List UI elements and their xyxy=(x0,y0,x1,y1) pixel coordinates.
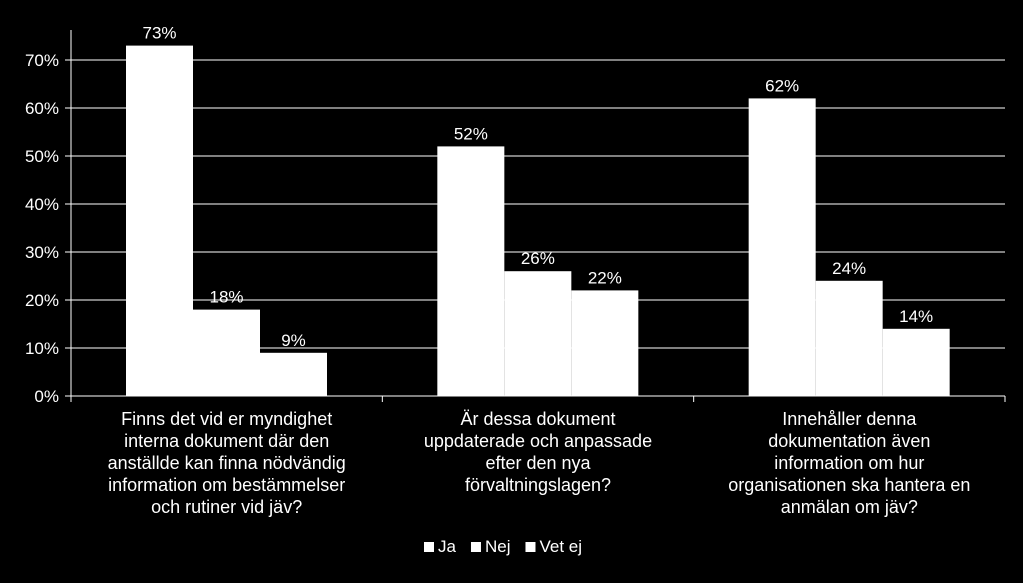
category-label: Innehåller denna dokumentation även inform… xyxy=(728,409,970,517)
legend-label: Ja xyxy=(438,537,457,556)
category-label-line: information om bestämmelser xyxy=(108,475,345,495)
bar-nej xyxy=(815,280,883,396)
y-tick-label: 10% xyxy=(25,339,59,358)
data-label: 22% xyxy=(588,268,622,287)
bar-ja xyxy=(437,146,505,396)
data-label: 26% xyxy=(521,249,555,268)
data-labels: 73% 52% 62% 18% 26% 24% 9% 22% 14% xyxy=(142,24,933,350)
axes: 0% 10% 20% 30% 40% 50% 60% 70% xyxy=(25,30,1006,406)
category-label-line: Är dessa dokument xyxy=(460,409,615,429)
bar-vet-ej xyxy=(571,290,639,396)
bars xyxy=(126,45,950,397)
data-label: 18% xyxy=(209,288,243,307)
category-label-line: dokumentation även xyxy=(768,431,930,451)
y-tick-label: 30% xyxy=(25,243,59,262)
legend-swatch xyxy=(424,542,434,552)
category-label-line: organisationen ska hantera en xyxy=(728,475,970,495)
legend-label: Nej xyxy=(485,537,511,556)
category-label: Finns det vid er myndighet interna dokume… xyxy=(108,409,346,517)
bar-ja xyxy=(126,45,193,396)
category-label-line: Finns det vid er myndighet xyxy=(121,409,332,429)
data-label: 52% xyxy=(454,124,488,143)
category-label-line: anställde kan finna nödvändig xyxy=(108,453,346,473)
y-tick-label: 20% xyxy=(25,291,59,310)
legend-swatch xyxy=(525,542,536,552)
data-label: 62% xyxy=(765,76,799,95)
category-label-line: interna dokument där den xyxy=(124,431,329,451)
y-tick-label: 70% xyxy=(25,51,59,70)
gridlines xyxy=(71,59,1005,349)
bar-vet-ej xyxy=(882,328,950,396)
category-label-line: information om hur xyxy=(774,453,924,473)
category-label-line: anmälan om jäv? xyxy=(781,497,918,517)
data-label: 73% xyxy=(142,24,176,43)
category-label-line: efter den nya xyxy=(485,453,591,473)
category-label-line: Innehåller denna xyxy=(782,409,917,429)
category-label-line: och rutiner vid jäv? xyxy=(151,497,302,517)
legend: Ja Nej Vet ej xyxy=(424,537,582,556)
category-labels: Finns det vid er myndighet interna dokume… xyxy=(108,409,971,517)
bar-nej xyxy=(193,309,260,396)
bar-vet-ej xyxy=(260,352,327,396)
category-label: Är dessa dokument uppdaterade och anpassa… xyxy=(424,409,652,495)
y-tick-label: 50% xyxy=(25,147,59,166)
bar-ja xyxy=(748,98,816,397)
data-label: 14% xyxy=(899,307,933,326)
data-label: 24% xyxy=(832,259,866,278)
category-label-line: förvaltningslagen? xyxy=(465,475,611,495)
legend-label: Vet ej xyxy=(539,537,582,556)
bar-nej xyxy=(504,271,572,396)
legend-swatch xyxy=(470,542,481,552)
category-label-line: uppdaterade och anpassade xyxy=(424,431,652,451)
y-tick-label: 0% xyxy=(34,387,59,406)
data-label: 9% xyxy=(281,331,306,350)
y-tick-label: 40% xyxy=(25,195,59,214)
y-tick-label: 60% xyxy=(25,99,59,118)
